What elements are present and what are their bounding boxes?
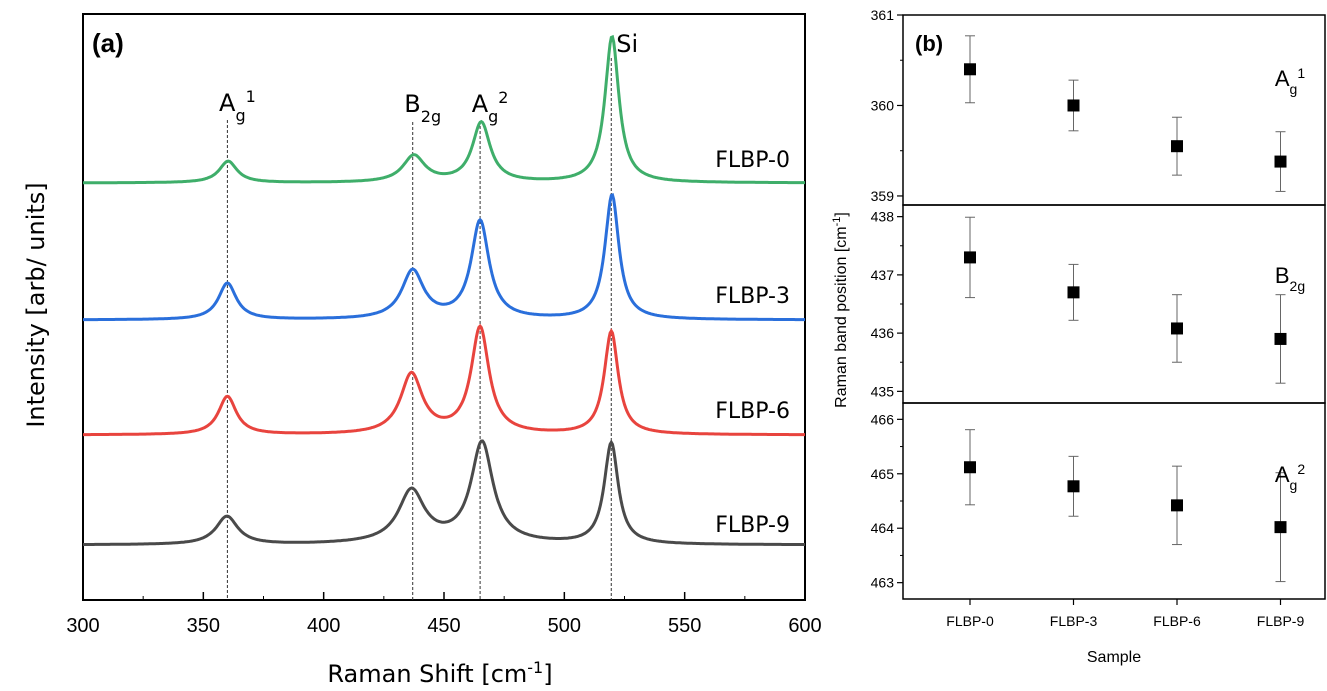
peak-marker-labels: Ag1 B2g Ag2 Si (219, 30, 638, 126)
data-point (964, 63, 976, 76)
series-line-flbp-0 (83, 34, 805, 185)
subplot-3: 463 464 465 466 Ag2 (871, 402, 1326, 600)
x-tick-label: FLBP-0 (946, 613, 994, 629)
x-tick-label: FLBP-6 (1153, 613, 1201, 629)
x-tick-label: 600 (788, 615, 821, 637)
series-label: FLBP-9 (715, 513, 790, 538)
x-tick-label: 400 (307, 615, 340, 637)
peak-marker-lines (226, 58, 612, 600)
series-label: FLBP-3 (715, 284, 790, 309)
x-axis-ticks: 300 350 400 450 500 550 600 (66, 592, 822, 637)
data-point (964, 251, 976, 264)
panel-b-x-axis-ticks: FLBP-0 FLBP-3 FLBP-6 FLBP-9 (946, 599, 1304, 629)
data-point (1171, 140, 1183, 153)
subplot-frame (902, 14, 1326, 206)
subplot-2: 435 436 437 438 B2g (871, 204, 1326, 404)
x-tick-label: FLBP-3 (1050, 613, 1098, 629)
data-point (1067, 480, 1080, 493)
data-point (964, 461, 976, 474)
subplot-frame (902, 402, 1326, 600)
subplot-label: Ag2 (1275, 461, 1305, 493)
y-tick-label: 360 (871, 97, 895, 113)
series-line-flbp-6 (83, 323, 805, 437)
y-tick-label: 359 (871, 188, 895, 204)
series-line-flbp-9 (83, 439, 805, 546)
panel-b-y-axis-label: Raman band position [cm-1] (831, 212, 850, 408)
x-tick-label: 350 (187, 615, 220, 637)
y-tick-label: 463 (871, 575, 895, 591)
y-tick-label: 361 (871, 7, 895, 23)
panel-b-subplots: 359 360 361 Ag1 435 436 437 438 B2g 463 464 465 466 A… (871, 7, 1326, 600)
y-tick-label: 435 (871, 383, 895, 399)
data-point (1067, 286, 1080, 299)
x-tick-label: 300 (66, 615, 99, 637)
panel-a-frame (82, 13, 806, 601)
panel-a-y-axis-label: Intensity [arb/ units] (22, 182, 50, 427)
panel-a-label: (a) (92, 28, 124, 58)
y-tick-label: 465 (871, 466, 895, 482)
panel-b-label: (b) (915, 31, 943, 56)
series-labels: FLBP-0 FLBP-3 FLBP-6 FLBP-9 (715, 148, 790, 538)
peak-marker-label: Si (616, 30, 638, 58)
x-tick-label: FLBP-9 (1257, 613, 1305, 629)
data-point (1274, 155, 1287, 168)
series-label: FLBP-6 (715, 399, 790, 424)
data-point (1171, 499, 1183, 512)
subplot-label: B2g (1275, 263, 1305, 294)
subplot-frame (902, 204, 1326, 404)
y-tick-label: 466 (871, 411, 895, 427)
spectra (83, 34, 805, 546)
subplot-1: 359 360 361 Ag1 (871, 7, 1326, 206)
subplot-label: Ag1 (1275, 65, 1305, 97)
x-tick-label: 550 (668, 615, 701, 637)
y-tick-label: 436 (871, 325, 895, 341)
peak-marker-label: B2g (404, 90, 441, 126)
peak-marker-label: Ag1 (219, 87, 256, 125)
data-point (1067, 99, 1080, 112)
x-tick-label: 450 (427, 615, 460, 637)
panel-a-x-axis-label: Raman Shift [cm-1] (327, 658, 552, 689)
panel-b-x-axis-label: Sample (1087, 649, 1141, 666)
y-tick-label: 438 (871, 209, 895, 225)
panel-b: 359 360 361 Ag1 435 436 437 438 B2g 463 464 465 466 A… (831, 7, 1326, 666)
data-point (1171, 322, 1183, 335)
x-tick-label: 500 (548, 615, 581, 637)
data-point (1274, 521, 1287, 534)
data-point (1274, 332, 1287, 345)
y-tick-label: 437 (871, 267, 895, 283)
panel-a: 300 350 400 450 500 550 600 Ag1 B2g Ag2 Si FLBP-0… (22, 13, 822, 689)
series-line-flbp-3 (83, 192, 805, 322)
peak-marker-label: Ag2 (472, 88, 509, 126)
y-tick-label: 464 (871, 520, 895, 536)
series-label: FLBP-0 (715, 148, 790, 173)
